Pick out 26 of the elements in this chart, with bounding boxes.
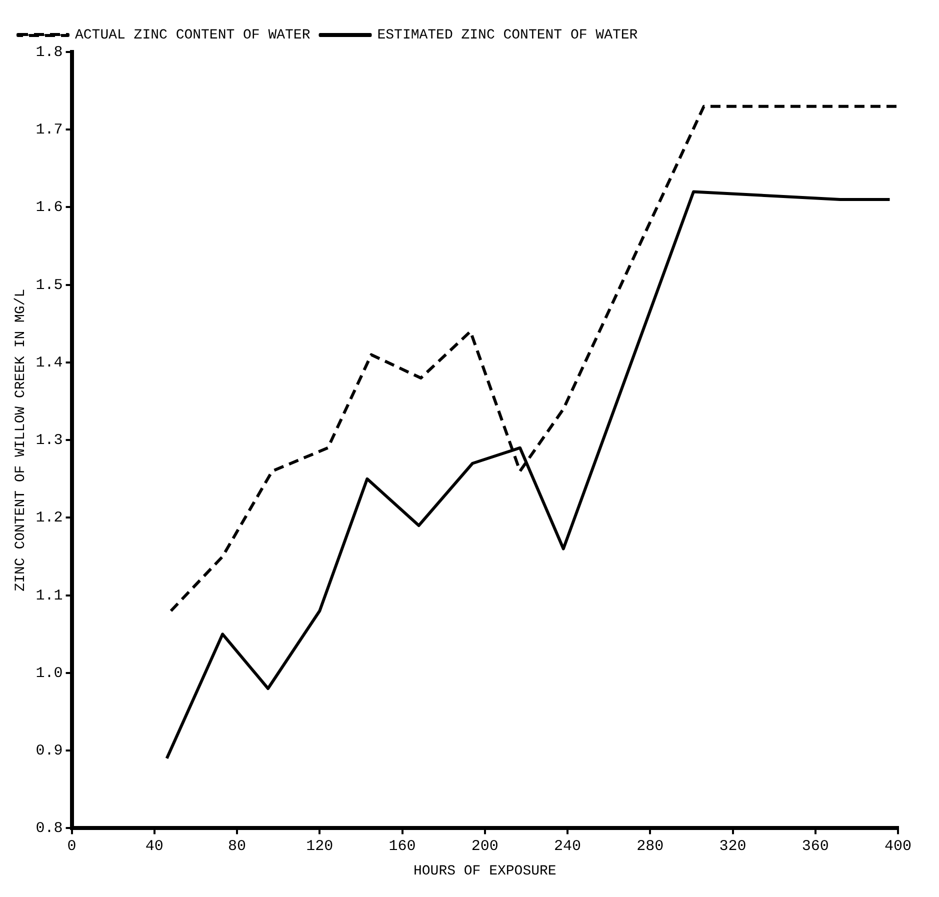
y-tick-label: 1.0 <box>36 664 63 682</box>
y-tick-label: 0.8 <box>36 820 63 838</box>
x-tick-label: 400 <box>884 838 912 856</box>
y-tick-label: 1.5 <box>36 276 63 294</box>
x-tick-label: 80 <box>228 838 246 856</box>
legend-label: ESTIMATED ZINC CONTENT OF WATER <box>377 28 638 44</box>
y-tick-label: 1.6 <box>36 199 63 216</box>
x-tick-label: 360 <box>802 838 829 856</box>
y-tick-label: 1.3 <box>36 432 63 450</box>
x-tick-label: 120 <box>306 838 334 856</box>
y-tick-label: 1.7 <box>36 122 63 139</box>
x-tick-label: 240 <box>554 838 582 856</box>
x-tick-label: 40 <box>145 838 164 856</box>
x-tick-label: 0 <box>67 838 76 856</box>
y-tick-label: 1.1 <box>36 587 63 604</box>
y-tick-label: 0.9 <box>36 742 63 760</box>
y-tick-label: 1.8 <box>36 44 63 61</box>
y-axis-title: ZINC CONTENT OF WILLOW CREEK IN MG/L <box>13 288 30 592</box>
legend-label: ACTUAL ZINC CONTENT OF WATER <box>75 28 311 44</box>
x-axis-title: HOURS OF EXPOSURE <box>413 863 556 880</box>
x-tick-label: 280 <box>636 838 664 856</box>
x-tick-label: 160 <box>388 838 416 856</box>
y-tick-label: 1.2 <box>36 510 63 527</box>
x-tick-label: 200 <box>471 838 498 856</box>
x-tick-label: 320 <box>719 838 746 856</box>
y-tick-label: 1.4 <box>36 354 63 372</box>
